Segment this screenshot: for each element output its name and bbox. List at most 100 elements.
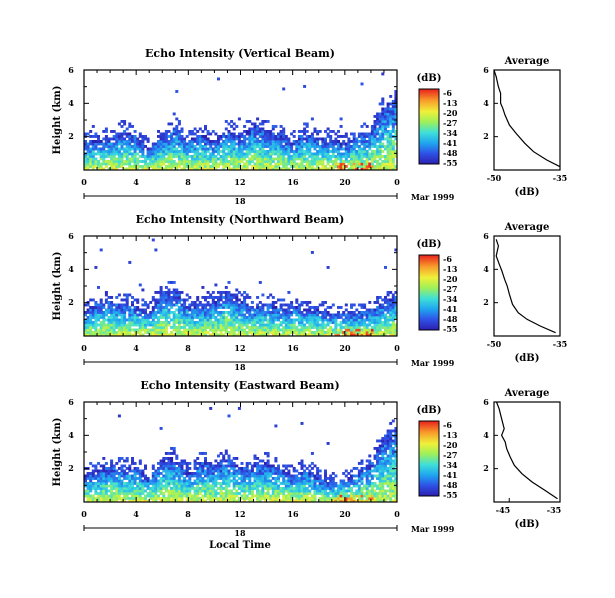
heatmap-cell [123, 316, 127, 319]
heatmap-cell [204, 313, 207, 317]
heatmap-cell [162, 150, 166, 153]
heatmap-cell [138, 140, 142, 143]
heatmap-cell [86, 472, 90, 475]
heatmap-cell [389, 326, 393, 329]
heatmap-cell [133, 167, 137, 171]
heatmap-cell [117, 155, 121, 158]
heatmap-cell [235, 318, 239, 322]
heatmap-cell [248, 132, 252, 136]
heatmap-cell [175, 484, 179, 488]
heatmap-cell [292, 162, 296, 166]
heatmap-cell [264, 120, 267, 123]
heatmap-cell [370, 152, 374, 156]
heatmap-cell [363, 311, 367, 314]
heatmap-cell [104, 499, 108, 503]
heatmap-cell [394, 308, 398, 312]
heatmap-cell [162, 499, 166, 503]
heatmap-cell [104, 137, 108, 141]
heatmap-cell [360, 155, 364, 158]
heatmap-cell [162, 323, 166, 327]
heatmap-cell [224, 472, 228, 475]
heatmap-cell [222, 132, 226, 136]
heatmap-cell [378, 484, 382, 488]
heatmap-cell [391, 293, 395, 297]
heatmap-cell [342, 479, 346, 483]
heatmap-cell [394, 97, 398, 101]
heatmap-cell [138, 479, 142, 483]
heatmap-cell [360, 125, 364, 128]
heatmap-cell [329, 313, 333, 317]
heatmap-cell [381, 100, 385, 103]
heatmap-cell [381, 303, 385, 307]
heatmap-cell [303, 165, 307, 168]
heatmap-cell [170, 150, 174, 153]
heatmap-cell [89, 311, 93, 314]
heatmap-cell [136, 313, 140, 317]
heatmap-cell [329, 306, 333, 309]
heatmap-cell [269, 142, 273, 146]
heatmap-cell [248, 162, 252, 166]
heatmap-cell [391, 152, 395, 156]
heatmap-cell [360, 459, 364, 463]
heatmap-cell [378, 462, 382, 465]
heatmap-cell [378, 321, 382, 324]
heatmap-cell [250, 127, 254, 131]
heatmap-cell [224, 165, 228, 168]
heatmap-cell [125, 135, 129, 138]
heatmap-cell [287, 167, 291, 171]
heatmap-cell [350, 152, 353, 156]
heatmap-cell [310, 318, 314, 322]
heatmap-cell [224, 323, 228, 327]
heatmap-cell [295, 328, 299, 332]
heatmap-cell [120, 152, 124, 156]
heatmap-cell [86, 162, 90, 166]
heatmap-cell [128, 157, 132, 161]
heatmap-cell [177, 474, 181, 478]
heatmap-cell [316, 333, 320, 337]
heatmap-cell [224, 318, 228, 322]
heatmap-cell [217, 477, 220, 480]
heatmap-cell [266, 130, 270, 133]
heatmap-cell [264, 487, 267, 490]
heatmap-cell [363, 122, 367, 126]
heatmap-cell [370, 125, 374, 128]
heatmap-cell [363, 132, 367, 136]
heatmap-cell [245, 130, 249, 133]
heatmap-cell [167, 497, 171, 500]
heatmap-cell [245, 326, 249, 329]
heatmap-cell [204, 165, 207, 168]
heatmap-cell [266, 135, 270, 138]
heatmap-cell [94, 499, 98, 503]
heatmap-cell [104, 489, 108, 493]
heatmap-cell [180, 137, 184, 141]
heatmap-cell [136, 472, 140, 475]
heatmap-cell [376, 454, 380, 458]
heatmap-cell [261, 479, 265, 483]
heatmap-cell [329, 160, 333, 163]
heatmap-cell [357, 499, 361, 503]
heatmap-cell [339, 497, 343, 500]
heatmap-cell [329, 333, 333, 337]
heatmap-cell [250, 137, 254, 141]
heatmap-cell [269, 145, 273, 148]
heatmap-cell [277, 165, 280, 168]
heatmap-cell [264, 165, 267, 168]
heatmap-cell [381, 137, 385, 141]
heatmap-cell [287, 492, 291, 495]
heatmap-cell [157, 333, 160, 337]
heatmap-cell [258, 311, 262, 314]
heatmap-cell [214, 306, 218, 309]
heatmap-cell [157, 318, 160, 322]
heatmap-cell [89, 316, 93, 319]
heatmap-cell [269, 479, 273, 483]
heatmap-cell [394, 331, 398, 334]
heatmap-cell [198, 497, 202, 500]
heatmap-cell [146, 140, 150, 143]
heatmap-cell [104, 142, 108, 146]
heatmap-cell [295, 489, 299, 493]
heatmap-cell [368, 316, 372, 319]
heatmap-cell [172, 482, 176, 485]
heatmap-cell [91, 298, 95, 302]
heatmap-cell [389, 112, 393, 116]
heatmap-cell [177, 497, 181, 500]
